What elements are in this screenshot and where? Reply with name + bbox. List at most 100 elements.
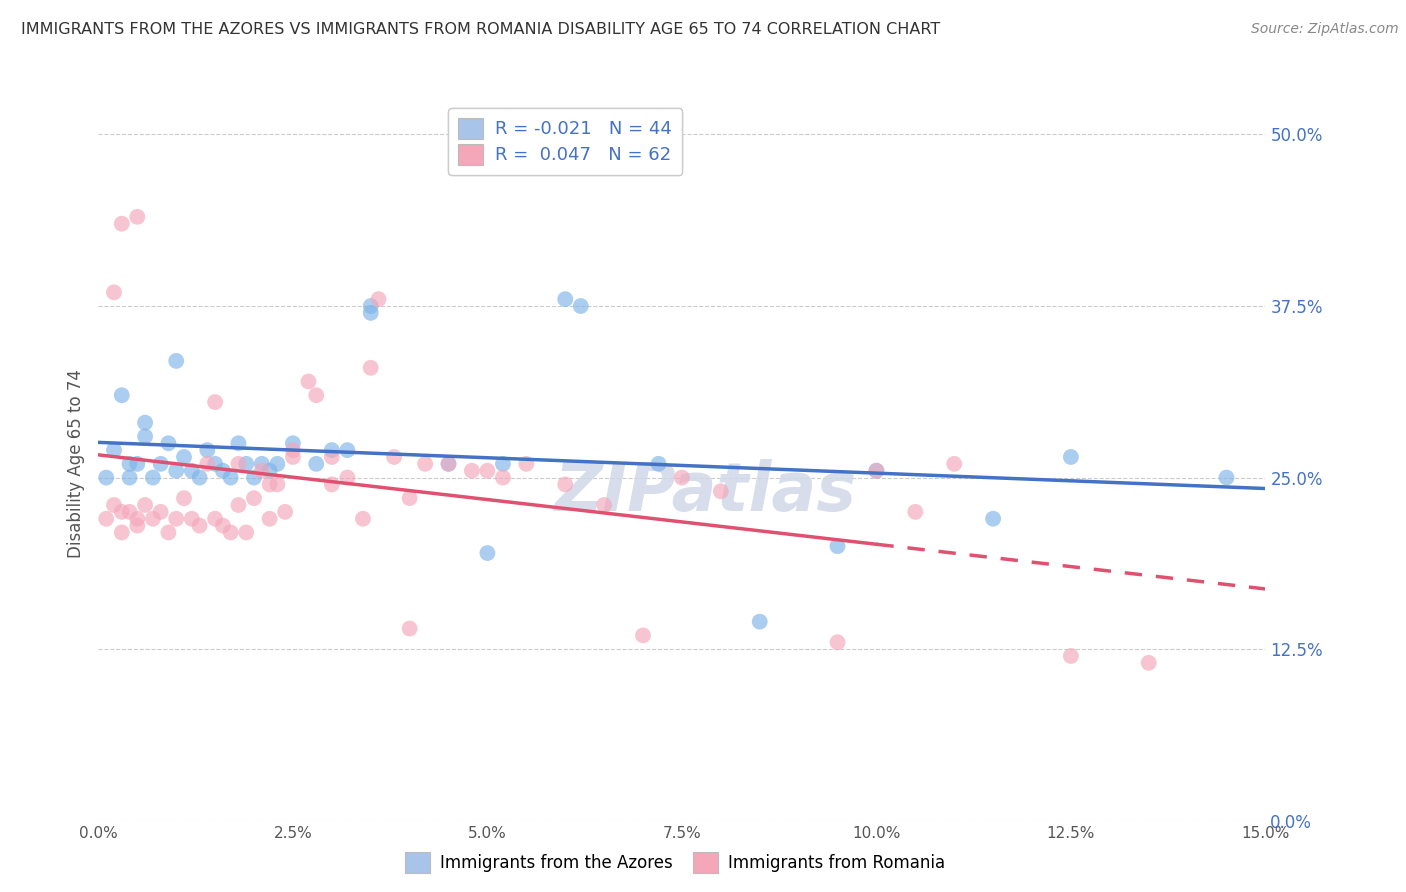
Point [554,292,576,306]
Point [118,505,141,519]
Point [195,443,218,458]
Point [96,470,118,484]
Point [398,622,420,636]
Point [173,491,195,505]
Point [111,217,134,231]
Point [235,457,257,471]
Point [461,464,484,478]
Point [188,470,211,484]
Point [219,470,242,484]
Point [228,498,250,512]
Point [1137,656,1160,670]
Point [360,299,382,313]
Point [157,525,180,540]
Point [127,210,149,224]
Point [477,464,499,478]
Point [118,470,141,484]
Point [943,457,966,471]
Point [180,464,202,478]
Point [243,470,266,484]
Point [259,464,281,478]
Point [671,470,693,484]
Point [235,525,257,540]
Point [204,457,226,471]
Point [259,477,281,491]
Point [250,457,273,471]
Point [127,518,149,533]
Legend: Immigrants from the Azores, Immigrants from Romania: Immigrants from the Azores, Immigrants f… [398,846,952,880]
Point [266,477,288,491]
Text: Source: ZipAtlas.com: Source: ZipAtlas.com [1251,22,1399,37]
Point [360,306,382,320]
Point [382,450,405,464]
Point [165,354,187,368]
Text: ZIPatlas: ZIPatlas [554,459,856,525]
Point [1060,450,1083,464]
Point [118,457,141,471]
Point [367,292,389,306]
Point [165,464,187,478]
Point [437,457,460,471]
Point [219,525,242,540]
Point [195,457,218,471]
Legend: R = -0.021   N = 44, R =  0.047   N = 62: R = -0.021 N = 44, R = 0.047 N = 62 [449,108,682,175]
Point [827,635,849,649]
Point [212,518,235,533]
Point [413,457,436,471]
Point [204,512,226,526]
Point [1215,470,1237,484]
Point [250,464,273,478]
Point [212,464,235,478]
Point [111,388,134,402]
Point [492,470,515,484]
Point [180,512,202,526]
Point [554,477,576,491]
Point [336,443,359,458]
Point [149,457,172,471]
Y-axis label: Disability Age 65 to 74: Disability Age 65 to 74 [67,369,86,558]
Point [360,360,382,375]
Point [647,457,669,471]
Point [593,498,616,512]
Point [336,470,359,484]
Point [228,457,250,471]
Point [96,512,118,526]
Point [281,443,304,458]
Point [134,416,156,430]
Point [631,628,654,642]
Point [710,484,733,499]
Point [515,457,537,471]
Point [281,436,304,450]
Text: IMMIGRANTS FROM THE AZORES VS IMMIGRANTS FROM ROMANIA DISABILITY AGE 65 TO 74 CO: IMMIGRANTS FROM THE AZORES VS IMMIGRANTS… [21,22,941,37]
Point [165,512,187,526]
Point [437,457,460,471]
Point [274,505,297,519]
Point [865,464,887,478]
Point [111,525,134,540]
Point [188,518,211,533]
Point [281,450,304,464]
Point [149,505,172,519]
Point [981,512,1004,526]
Point [492,457,515,471]
Point [134,429,156,443]
Point [266,457,288,471]
Point [297,375,319,389]
Point [827,539,849,553]
Point [398,491,420,505]
Point [157,436,180,450]
Point [228,436,250,450]
Point [865,464,887,478]
Point [134,498,156,512]
Point [127,512,149,526]
Point [259,512,281,526]
Point [103,285,125,300]
Point [305,388,328,402]
Point [904,505,927,519]
Point [142,512,165,526]
Point [243,491,266,505]
Point [127,457,149,471]
Point [748,615,770,629]
Point [477,546,499,560]
Point [173,450,195,464]
